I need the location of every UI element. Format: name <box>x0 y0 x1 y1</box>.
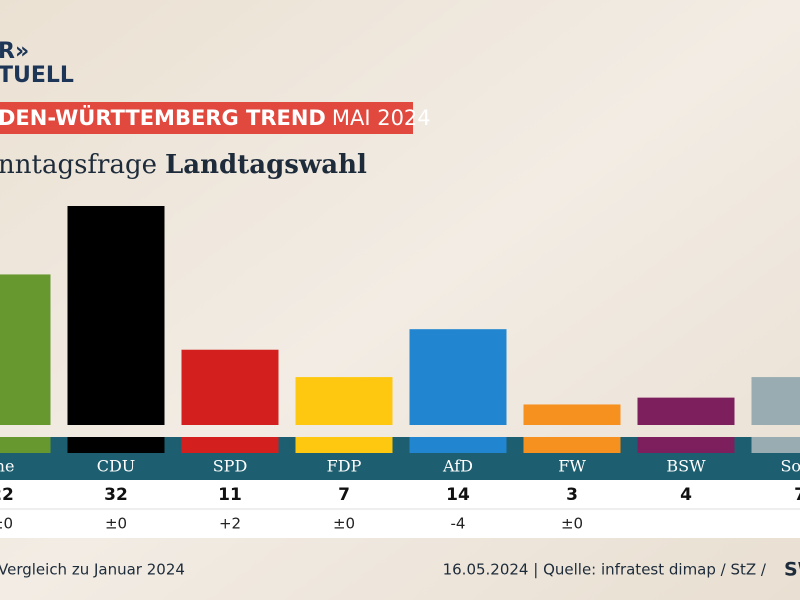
subtitle-bold: Landtagswahl <box>165 150 367 180</box>
category-label: FDP <box>327 457 362 476</box>
footer-brand: SW <box>784 559 800 581</box>
category-label: CDU <box>97 457 136 476</box>
bar-foot <box>523 437 621 453</box>
change-label: +2 <box>219 515 241 533</box>
logo-top: R» <box>0 39 29 64</box>
logo-bottom: TUELL <box>0 63 74 88</box>
bar-foot <box>637 437 735 453</box>
value-label: 7 <box>794 485 800 505</box>
change-label: ±0 <box>561 515 583 533</box>
category-label: ine <box>0 457 14 476</box>
category-label: Sons <box>780 457 800 476</box>
banner <box>0 102 413 134</box>
value-label: 4 <box>680 485 692 505</box>
bar <box>0 274 51 425</box>
bar-foot <box>0 437 51 453</box>
change-label: ±0 <box>333 515 355 533</box>
bar <box>409 329 507 425</box>
bar-foot <box>295 437 393 453</box>
bar <box>67 206 165 425</box>
bar <box>637 397 735 425</box>
footer-left: Vergleich zu Januar 2024 <box>0 561 185 579</box>
category-label: FW <box>558 457 586 476</box>
value-label: 32 <box>104 485 128 505</box>
value-label: 3 <box>566 485 578 505</box>
category-label: BSW <box>666 457 706 476</box>
change-label: -4 <box>451 515 466 533</box>
bar-foot <box>67 437 165 453</box>
bar-foot <box>181 437 279 453</box>
bar <box>751 377 800 425</box>
banner-text: DEN-WÜRTTEMBERG TREND MAI 2024 <box>0 105 431 130</box>
bar <box>181 349 279 425</box>
bar <box>295 377 393 425</box>
footer-right: 16.05.2024 | Quelle: infratest dimap / S… <box>443 561 767 579</box>
banner-light: MAI 2024 <box>332 106 431 130</box>
subtitle-light: nntagsfrage <box>0 150 157 180</box>
value-label: 22 <box>0 485 14 505</box>
change-label: ±0 <box>0 515 13 533</box>
subtitle: nntagsfrage Landtagswahl <box>0 150 367 180</box>
value-label: 7 <box>338 485 350 505</box>
value-label: 11 <box>218 485 242 505</box>
category-label: SPD <box>213 457 248 476</box>
bar-foot <box>409 437 507 453</box>
bar <box>523 404 621 425</box>
change-label: ±0 <box>105 515 127 533</box>
category-label: AfD <box>442 457 473 476</box>
bar-foot <box>751 437 800 453</box>
value-label: 14 <box>446 485 470 505</box>
banner-bold: DEN-WÜRTTEMBERG TREND <box>0 105 326 130</box>
